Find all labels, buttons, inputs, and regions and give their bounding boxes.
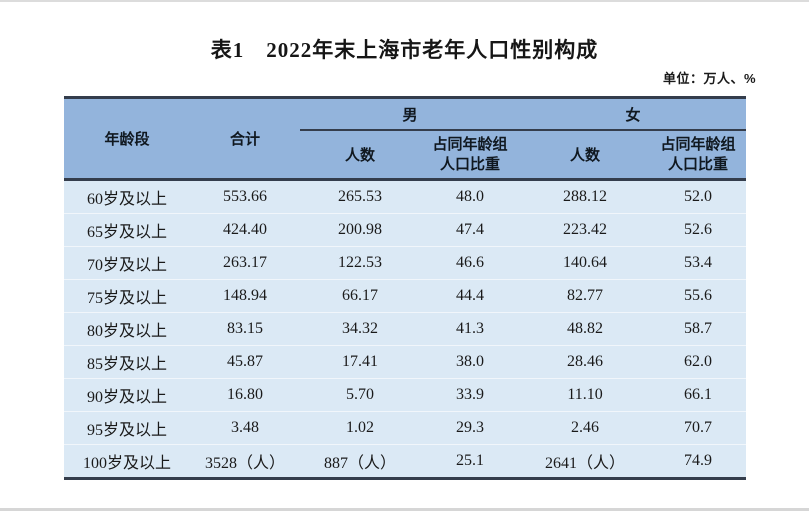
table-row: 85岁及以上 45.87 17.41 38.0 28.46 62.0	[64, 345, 747, 379]
population-gender-table: 年龄段 合计 男 女 人数 占同年龄组 人口比重 人数 占同年龄组 人口比重 6…	[64, 96, 747, 480]
cell-male-share: 29.3	[420, 411, 521, 445]
table-row: 60岁及以上 553.66 265.53 48.0 288.12 52.0	[64, 179, 747, 214]
cell-male-count: 5.70	[300, 378, 420, 412]
cell-age: 75岁及以上	[64, 279, 190, 313]
cell-total: 45.87	[190, 345, 300, 379]
cell-female-count: 82.77	[520, 279, 651, 313]
page-top-edge	[0, 0, 809, 2]
cell-male-share: 33.9	[420, 378, 521, 412]
cell-female-count: 2.46	[520, 411, 651, 445]
unit-note: 单位：万人、%	[662, 71, 756, 86]
table-row: 95岁及以上 3.48 1.02 29.3 2.46 70.7	[64, 411, 747, 445]
cell-female-share: 66.1	[650, 378, 747, 412]
table-header: 年龄段 合计 男 女 人数 占同年龄组 人口比重 人数 占同年龄组 人口比重	[64, 97, 747, 180]
cell-female-count: 28.46	[520, 345, 651, 379]
cell-female-count: 288.12	[520, 179, 651, 214]
cell-male-share: 25.1	[420, 444, 521, 479]
cell-male-count: 265.53	[300, 179, 420, 214]
cell-female-share: 55.6	[650, 279, 747, 313]
cell-total: 83.15	[190, 312, 300, 346]
table-row: 100岁及以上 3528（人） 887（人） 25.1 2641（人） 74.9	[64, 444, 747, 479]
cell-total: 424.40	[190, 213, 300, 247]
page-bottom-edge	[0, 508, 809, 511]
cell-male-count: 17.41	[300, 345, 420, 379]
cell-male-count: 66.17	[300, 279, 420, 313]
cell-age: 60岁及以上	[64, 179, 190, 214]
table-body: 60岁及以上 553.66 265.53 48.0 288.12 52.0 65…	[64, 179, 747, 479]
table-row: 65岁及以上 424.40 200.98 47.4 223.42 52.6	[64, 213, 747, 247]
cell-total: 148.94	[190, 279, 300, 313]
cell-total: 553.66	[190, 179, 300, 214]
cell-female-share: 62.0	[650, 345, 747, 379]
cell-age: 90岁及以上	[64, 378, 190, 412]
col-header-female-group: 女	[520, 97, 747, 131]
cell-age: 100岁及以上	[64, 444, 190, 479]
cell-male-share: 41.3	[420, 312, 521, 346]
col-header-male-group: 男	[300, 97, 521, 131]
table-row: 75岁及以上 148.94 66.17 44.4 82.77 55.6	[64, 279, 747, 313]
table-row: 90岁及以上 16.80 5.70 33.9 11.10 66.1	[64, 378, 747, 412]
cell-male-share: 38.0	[420, 345, 521, 379]
col-header-male-share: 占同年龄组 人口比重	[420, 130, 521, 180]
cell-male-count: 200.98	[300, 213, 420, 247]
cell-female-count: 11.10	[520, 378, 651, 412]
cell-male-share: 44.4	[420, 279, 521, 313]
table-row: 80岁及以上 83.15 34.32 41.3 48.82 58.7	[64, 312, 747, 346]
cell-total: 3.48	[190, 411, 300, 445]
cell-male-share: 47.4	[420, 213, 521, 247]
cell-age: 85岁及以上	[64, 345, 190, 379]
col-header-age-group: 年龄段	[64, 97, 190, 180]
cell-male-count: 122.53	[300, 246, 420, 280]
cell-total: 16.80	[190, 378, 300, 412]
cell-age: 65岁及以上	[64, 213, 190, 247]
cell-female-share: 58.7	[650, 312, 747, 346]
cell-female-share: 53.4	[650, 246, 747, 280]
col-header-total: 合计	[190, 97, 300, 180]
cell-male-share: 46.6	[420, 246, 521, 280]
cell-age: 80岁及以上	[64, 312, 190, 346]
cell-male-count: 1.02	[300, 411, 420, 445]
cell-age: 95岁及以上	[64, 411, 190, 445]
cell-total: 3528（人）	[190, 444, 300, 479]
cell-female-share: 74.9	[650, 444, 747, 479]
cell-female-share: 52.6	[650, 213, 747, 247]
cell-total: 263.17	[190, 246, 300, 280]
col-header-female-count: 人数	[520, 130, 651, 180]
cell-male-count: 887（人）	[300, 444, 420, 479]
col-header-female-share: 占同年龄组 人口比重	[650, 130, 747, 180]
cell-female-count: 140.64	[520, 246, 651, 280]
cell-female-count: 223.42	[520, 213, 651, 247]
cell-female-share: 70.7	[650, 411, 747, 445]
cell-male-share: 48.0	[420, 179, 521, 214]
cell-female-count: 2641（人）	[520, 444, 651, 479]
col-header-male-count: 人数	[300, 130, 420, 180]
table-row: 70岁及以上 263.17 122.53 46.6 140.64 53.4	[64, 246, 747, 280]
cell-female-share: 52.0	[650, 179, 747, 214]
cell-female-count: 48.82	[520, 312, 651, 346]
cell-male-count: 34.32	[300, 312, 420, 346]
cell-age: 70岁及以上	[64, 246, 190, 280]
page-title: 表1 2022年末上海市老年人口性别构成	[210, 38, 599, 62]
